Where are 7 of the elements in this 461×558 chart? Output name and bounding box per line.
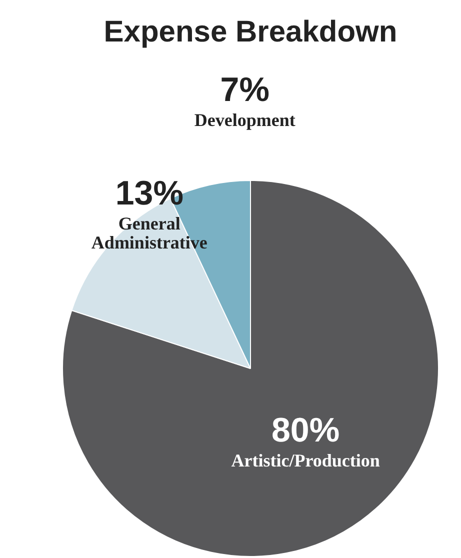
slice-label: General Administrative [91, 213, 208, 252]
slice-label: Artistic/Production [231, 450, 380, 471]
data-label: 7% [220, 71, 270, 110]
slice-label: Development [194, 110, 296, 130]
chart-title: Expense Breakdown [104, 16, 398, 48]
data-label: 13% [115, 174, 184, 212]
data-label: 80% [272, 412, 340, 450]
